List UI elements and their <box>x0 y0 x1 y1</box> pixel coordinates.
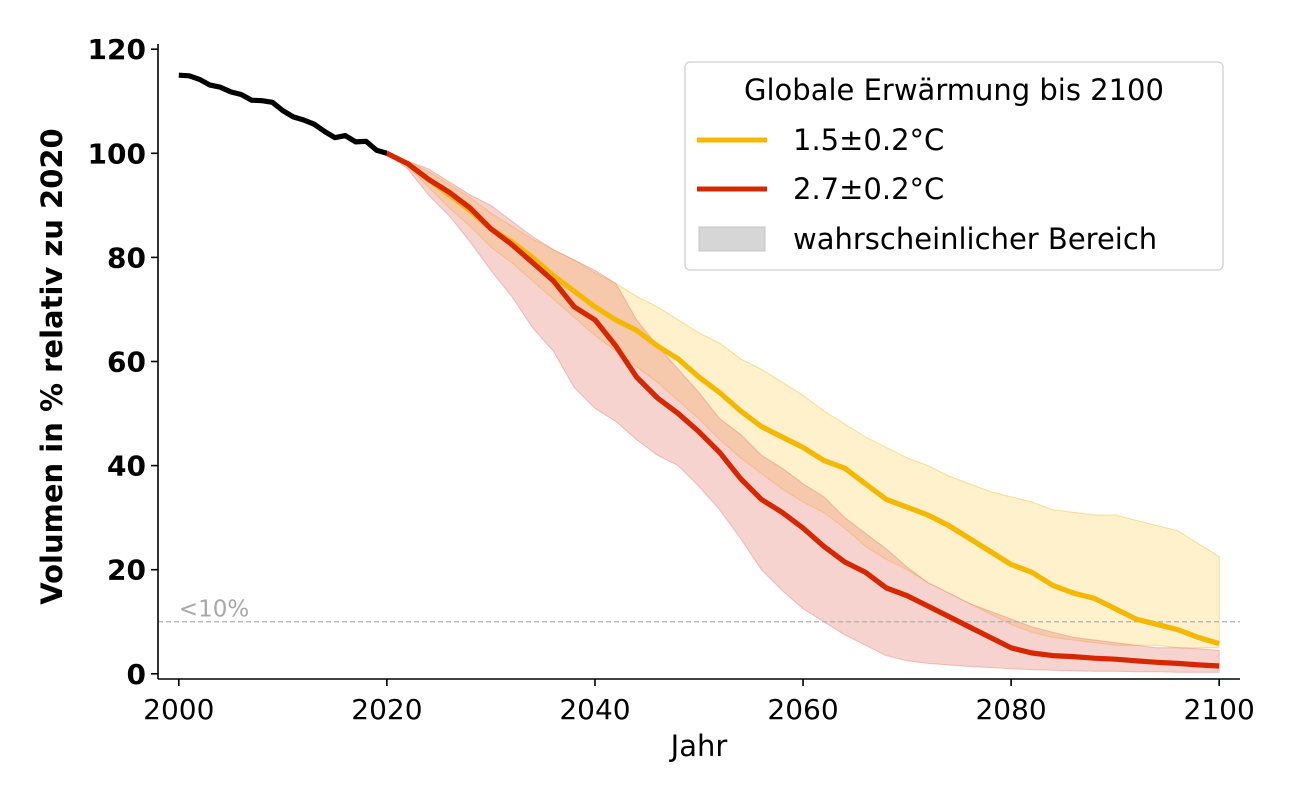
x-tick-label: 2060 <box>767 693 838 726</box>
legend: Globale Erwärmung bis 2100 1.5±0.2°C 2.7… <box>684 61 1224 271</box>
y-ticks: 0 20 40 60 80 100 120 <box>88 33 158 691</box>
line-1-5 <box>385 150 1220 647</box>
y-tick-label: 0 <box>127 658 146 691</box>
x-tick-label: 2020 <box>351 693 422 726</box>
y-tick-label: 60 <box>107 346 146 379</box>
legend-box <box>684 61 1224 271</box>
line-historical <box>178 72 388 156</box>
x-tick-label: 2040 <box>559 693 630 726</box>
x-ticks: 2000 2020 2040 2060 2080 2100 <box>143 679 1255 726</box>
y-tick-label: 20 <box>107 554 146 587</box>
band-1-5 <box>386 152 1220 649</box>
y-tick-label: 100 <box>88 137 146 170</box>
x-tick-label: 2100 <box>1184 693 1255 726</box>
legend-label-1-5: 1.5±0.2°C <box>793 123 944 157</box>
y-tick-label: 120 <box>88 33 146 66</box>
x-tick-label: 2000 <box>143 693 214 726</box>
x-tick-label: 2080 <box>975 693 1046 726</box>
x-axis-label: Jahr <box>669 729 728 763</box>
legend-label-2-7: 2.7±0.2°C <box>793 172 944 206</box>
band-2-7 <box>386 152 1220 673</box>
threshold-line-group: <10% <box>158 597 1240 623</box>
uncertainty-bands <box>386 152 1220 673</box>
legend-label-range: wahrscheinlicher Bereich <box>793 222 1157 256</box>
y-tick-label: 40 <box>107 450 146 483</box>
y-axis-label: Volumen in % relativ zu 2020 <box>35 128 69 604</box>
threshold-label: <10% <box>179 597 249 623</box>
line-2-7 <box>385 150 1220 669</box>
legend-swatch-range <box>698 226 766 252</box>
y-tick-label: 80 <box>107 241 146 274</box>
legend-title: Globale Erwärmung bis 2100 <box>744 73 1164 107</box>
series-lines <box>178 72 1220 669</box>
